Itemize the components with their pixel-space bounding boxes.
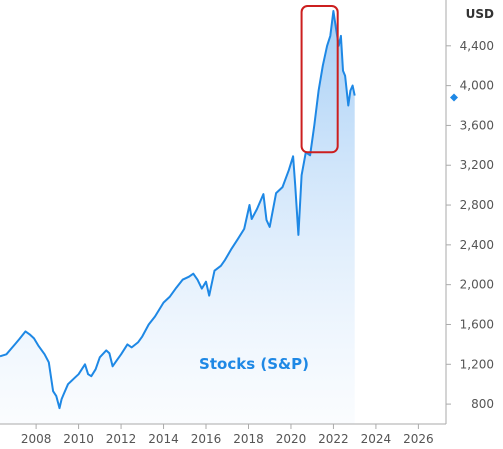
highlight-layer [300, 5, 339, 154]
x-tick-label: 2012 [106, 432, 137, 446]
series-line [0, 10, 356, 410]
x-tick-label: 2026 [403, 432, 434, 446]
x-tick-label: 2016 [191, 432, 222, 446]
series-name-label: Stocks (S&P) [199, 355, 309, 373]
x-tick-label: 2020 [276, 432, 307, 446]
y-tick-label: 3,600 [460, 118, 494, 132]
area-layer [0, 11, 355, 424]
y-tick-label: 1,600 [460, 317, 494, 331]
y-tick-label: 800 [471, 397, 494, 411]
y-tick-label: 4,400 [460, 39, 494, 53]
series-area-fill [0, 11, 355, 424]
x-tick-label: 2022 [318, 432, 349, 446]
line-layer [0, 10, 356, 410]
current-value-marker [450, 93, 458, 102]
y-tick-label: 3,200 [460, 158, 494, 172]
highlight-box [300, 5, 339, 154]
x-tick-label: 2010 [63, 432, 94, 446]
y-tick-label: 2,400 [460, 238, 494, 252]
y-tick-label: 4,000 [460, 79, 494, 93]
x-tick-label: 2018 [233, 432, 264, 446]
unit-label: USD [466, 7, 494, 21]
y-tick-label: 1,200 [460, 357, 494, 371]
label-layer: USD Stocks (S&P) [199, 7, 494, 373]
y-tick-label: 2,000 [460, 278, 494, 292]
axis-layer: 800 1,200 1,600 2,000 2,400 2,800 3,200 3,600 4,… [0, 0, 494, 446]
y-tick-label: 2,800 [460, 198, 494, 212]
x-tick-label: 2008 [21, 432, 52, 446]
x-tick-label: 2024 [361, 432, 392, 446]
x-tick-label: 2014 [148, 432, 179, 446]
